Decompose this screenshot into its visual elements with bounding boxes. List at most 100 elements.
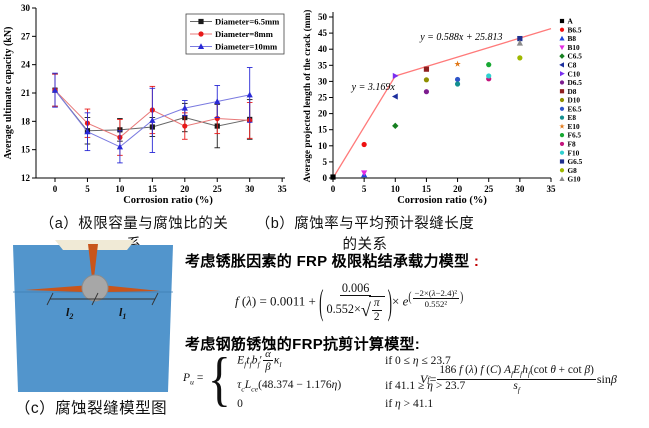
svg-text:24: 24	[21, 60, 31, 70]
svg-text:15: 15	[422, 184, 432, 194]
dim-tick-right	[151, 292, 159, 306]
svg-text:25: 25	[318, 93, 328, 103]
svg-text:D6.5: D6.5	[568, 78, 583, 87]
svg-text:20: 20	[318, 109, 328, 119]
svg-text:D10: D10	[568, 96, 581, 105]
svg-text:27: 27	[21, 31, 31, 41]
svg-text:0: 0	[53, 184, 58, 194]
model-equations-block: 考虑锈胀因素的 FRP 极限粘结承载力模型 : f (λ) = 0.0011 +…	[183, 245, 649, 428]
svg-text:B8: B8	[568, 34, 577, 43]
series-Diameter=10mm	[51, 67, 253, 164]
svg-text:F8: F8	[568, 140, 576, 149]
svg-text:40: 40	[318, 44, 328, 54]
svg-text:15: 15	[318, 125, 328, 135]
svg-text:30: 30	[21, 3, 31, 13]
svg-text:C8: C8	[568, 61, 577, 70]
svg-text:20: 20	[180, 184, 190, 194]
svg-text:15: 15	[21, 145, 31, 155]
concrete-block	[13, 245, 173, 392]
chart-b-legend: AB6.5B8B10C6.5C8C10D6.5D8D10E6.5E8E10F6.…	[559, 17, 583, 184]
fit-line	[332, 75, 396, 179]
svg-text:B10: B10	[568, 43, 581, 52]
svg-text:35: 35	[318, 60, 328, 70]
svg-text:Diameter=6.5mm: Diameter=6.5mm	[215, 17, 280, 27]
svg-text:0: 0	[323, 173, 328, 183]
svg-text:G10: G10	[568, 175, 581, 184]
svg-text:5: 5	[362, 184, 367, 194]
svg-text:30: 30	[515, 184, 525, 194]
svg-text:0: 0	[331, 184, 336, 194]
svg-text:B6.5: B6.5	[568, 25, 582, 34]
dim-tick-center	[91, 292, 99, 306]
svg-text:30: 30	[245, 184, 255, 194]
svg-text:Diameter=10mm: Diameter=10mm	[215, 42, 278, 52]
fit-equation-label: y = 0.588x + 25.813	[419, 32, 502, 43]
chart-ultimate-capacity-vs-corrosion: 12 15 18 21 24 27 30 0 5 10 15 20 25 30 35 Corrosion ra…	[0, 0, 300, 210]
chart-crack-length-vs-corrosion: 0 5 10 15 20 25 30 35 40 45 50 0 5 10 15 20 25 30 35 Corros…	[300, 0, 649, 210]
svg-text:Corrosion ratio (%): Corrosion ratio (%)	[123, 195, 213, 206]
dim-label-l1: l1	[119, 305, 126, 321]
svg-text:18: 18	[21, 116, 31, 126]
svg-text:Average projected length of th: Average projected length of the crack (m…	[302, 10, 313, 183]
svg-text:20: 20	[453, 184, 463, 194]
svg-text:10: 10	[318, 141, 328, 151]
corrosion-crack-model-diagram: l2 l1	[0, 240, 190, 398]
svg-text:25: 25	[484, 184, 494, 194]
diagram-svg: l2 l1	[13, 240, 173, 392]
cases-brace: {	[208, 345, 232, 412]
svg-text:25: 25	[213, 184, 223, 194]
svg-text:45: 45	[318, 28, 328, 38]
case-condition: if 0 ≤ η ≤ 23.7	[385, 354, 451, 367]
right-crack	[106, 285, 160, 292]
shear-model-title: 考虑钢筋锈蚀的FRP抗剪计算模型:	[185, 336, 421, 353]
bond-model-title-text: 考虑锈胀因素的 FRP 极限粘结承载力模型	[185, 253, 470, 270]
chart-a-svg: 12 15 18 21 24 27 30 0 5 10 15 20 25 30 35 Corrosion ra…	[3, 3, 288, 206]
svg-text:G6.5: G6.5	[568, 157, 583, 166]
svg-text:21: 21	[21, 88, 31, 98]
svg-text:E10: E10	[568, 122, 581, 131]
svg-text:10: 10	[115, 184, 125, 194]
chart-a-legend: Diameter=6.5mm Diameter=8mm Diameter=10mm	[185, 13, 285, 55]
svg-text:Average ultimate capacity (kN): Average ultimate capacity (kN)	[3, 27, 14, 160]
scatter-points	[330, 35, 523, 180]
bond-model-title: 考虑锈胀因素的 FRP 极限粘结承载力模型 :	[185, 250, 479, 271]
svg-text:35: 35	[278, 184, 288, 194]
case-expression: Eftfbf′ α β κl	[237, 348, 282, 374]
svg-text:30: 30	[318, 76, 328, 86]
svg-text:12: 12	[21, 173, 31, 183]
svg-text:E6.5: E6.5	[568, 104, 582, 113]
svg-text:15: 15	[148, 184, 158, 194]
svg-text:Diameter=8mm: Diameter=8mm	[215, 29, 274, 39]
svg-text:5: 5	[323, 157, 328, 167]
chart-b-svg: 0 5 10 15 20 25 30 35 40 45 50 0 5 10 15 20 25 30 35 Corros…	[302, 10, 583, 206]
svg-text:50: 50	[318, 12, 328, 22]
svg-text:E8: E8	[568, 113, 577, 122]
dim-tick-left	[46, 292, 54, 306]
svg-text:Corrosion ratio (%): Corrosion ratio (%)	[397, 195, 487, 206]
bond-capacity-equation: f (λ) = 0.0011 + (0.006 0.552× √ π 2)× e(−2×…	[235, 280, 464, 324]
pu-piecewise-equation: Pu = {Eftfbf′ α β κl if 0 ≤ η ≤ 23.7 τcLce(48…	[183, 345, 466, 412]
svg-text:C6.5: C6.5	[568, 52, 583, 61]
svg-text:D8: D8	[568, 87, 577, 96]
case-expression: τcLce(48.374 − 1.176η)	[237, 378, 342, 394]
vertical-crack	[88, 244, 98, 278]
bond-model-title-colon: :	[469, 253, 480, 270]
svg-text:F6.5: F6.5	[568, 131, 582, 140]
case-condition: if η > 41.1	[385, 398, 434, 411]
caption-b: （b）腐蚀率与平均预计裂缝长度的关系	[255, 216, 475, 253]
svg-text:A: A	[568, 17, 574, 26]
svg-text:35: 35	[547, 184, 557, 194]
dim-label-l2: l2	[66, 305, 73, 321]
svg-text:5: 5	[85, 184, 90, 194]
svg-text:F10: F10	[568, 148, 580, 157]
caption-c: （c）腐蚀裂缝模型图	[14, 400, 168, 417]
case-expression: 0	[237, 398, 243, 411]
rebar-circle	[81, 274, 109, 302]
left-crack	[25, 285, 84, 292]
svg-text:10: 10	[391, 184, 401, 194]
fit-line	[395, 27, 552, 77]
svg-text:C10: C10	[568, 69, 581, 78]
svg-text:G8: G8	[568, 166, 578, 175]
